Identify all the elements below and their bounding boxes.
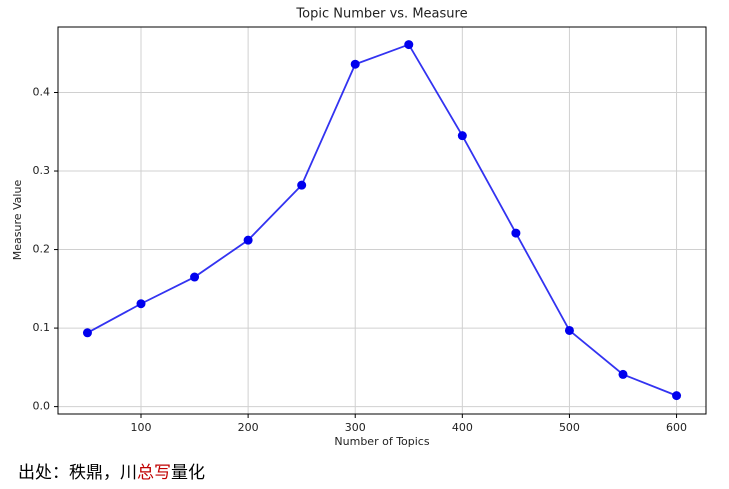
y-tick-label: 0.3: [33, 164, 51, 177]
plot-frame: [57, 26, 707, 415]
x-tick-label: 600: [666, 421, 687, 434]
caption: 出处：秩鼎，川总写量化: [18, 458, 205, 483]
x-tick-label: 300: [345, 421, 366, 434]
y-tick-label: 0.1: [33, 321, 51, 334]
chart: Topic Number vs. Measure Number of Topic…: [11, 7, 707, 448]
y-axis-label: Measure Value: [11, 180, 24, 261]
data-point: [136, 299, 146, 309]
data-point: [511, 228, 521, 238]
data-point: [350, 59, 360, 69]
data-point: [297, 180, 307, 190]
data-point: [404, 40, 414, 50]
caption-part: 总写: [137, 463, 171, 483]
y-tick-label: 0.2: [33, 243, 51, 256]
caption-part: 出处：秩鼎，川: [18, 463, 137, 483]
data-point: [618, 369, 628, 379]
x-tick-label: 200: [238, 421, 259, 434]
x-axis-label: Number of Topics: [334, 435, 429, 448]
x-tick-label: 100: [131, 421, 152, 434]
x-tick-label: 500: [559, 421, 580, 434]
series-line: [87, 43, 677, 397]
y-tick-label: 0.0: [33, 400, 51, 413]
x-tick-label: 400: [452, 421, 473, 434]
data-point: [190, 272, 200, 282]
data-point: [82, 328, 92, 338]
caption-part: 量化: [171, 463, 205, 483]
data-point: [243, 235, 253, 245]
y-tick-label: 0.4: [33, 85, 51, 98]
data-point: [672, 391, 682, 401]
data-point: [457, 131, 467, 141]
data-point: [564, 325, 574, 335]
chart-title: Topic Number vs. Measure: [295, 7, 467, 22]
